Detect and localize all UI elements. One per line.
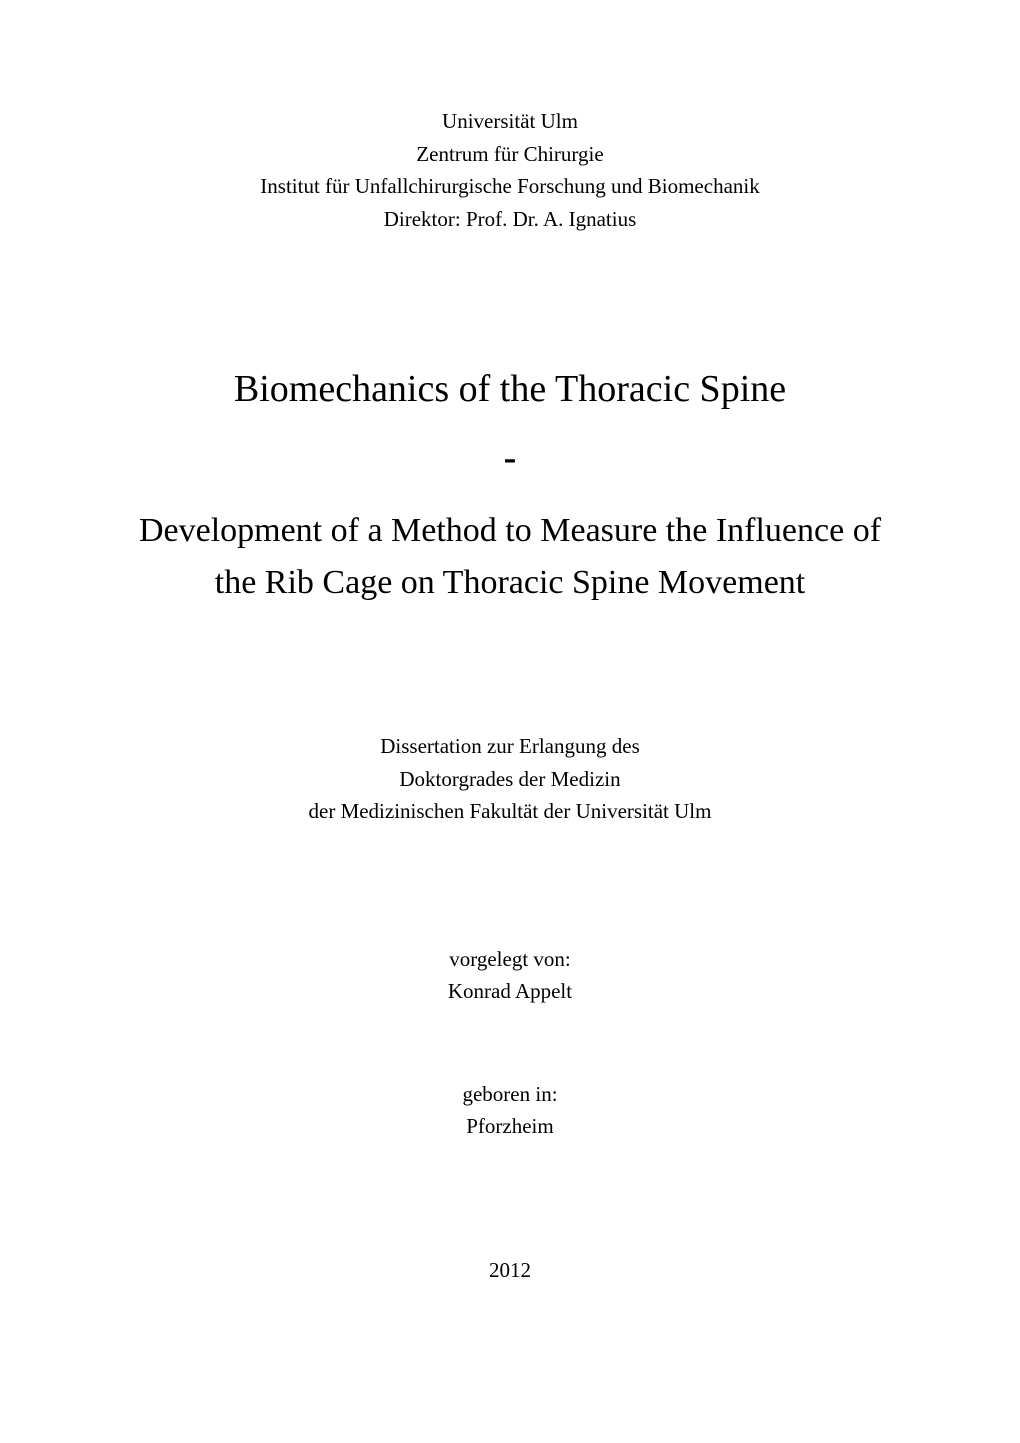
degree-line-2: Doktorgrades der Medizin [120,763,900,796]
year-block: 2012 [120,1258,900,1283]
degree-block: Dissertation zur Erlangung des Doktorgra… [120,730,900,828]
title-separator: - [120,439,900,477]
affiliation-line-center: Zentrum für Chirurgie [120,138,900,171]
dissertation-year: 2012 [120,1258,900,1283]
author-block: vorgelegt von: Konrad Appelt [120,943,900,1008]
affiliation-block: Universität Ulm Zentrum für Chirurgie In… [120,105,900,235]
born-in-label: geboren in: [120,1078,900,1111]
subtitle-line-1: Development of a Method to Measure the I… [139,512,881,549]
affiliation-line-university: Universität Ulm [120,105,900,138]
birth-place: Pforzheim [120,1110,900,1143]
subtitle-line-2: the Rib Cage on Thoracic Spine Movement [215,564,805,601]
dissertation-title: Biomechanics of the Thoracic Spine [120,365,900,414]
submitted-by-label: vorgelegt von: [120,943,900,976]
affiliation-line-director: Direktor: Prof. Dr. A. Ignatius [120,203,900,236]
affiliation-line-institute: Institut für Unfallchirurgische Forschun… [120,170,900,203]
dissertation-title-page: Universität Ulm Zentrum für Chirurgie In… [0,0,1020,1443]
title-block: Biomechanics of the Thoracic Spine - Dev… [120,365,900,730]
dissertation-subtitle: Development of a Method to Measure the I… [120,505,900,610]
birth-block: geboren in: Pforzheim [120,1078,900,1143]
degree-line-3: der Medizinischen Fakultät der Universit… [120,795,900,828]
author-name: Konrad Appelt [120,975,900,1008]
degree-line-1: Dissertation zur Erlangung des [120,730,900,763]
